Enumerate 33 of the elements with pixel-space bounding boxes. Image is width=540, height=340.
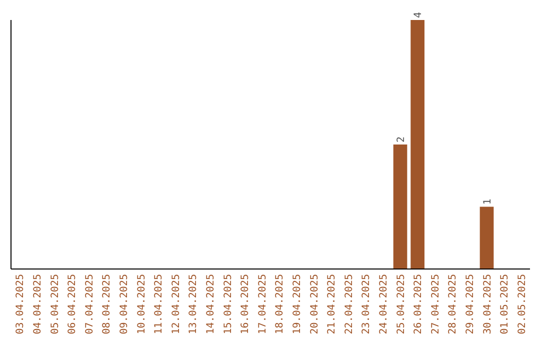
x-tick-label: 16.04.2025 <box>240 274 252 334</box>
data-label: 1 <box>482 198 494 205</box>
x-tick-label: 15.04.2025 <box>222 274 234 334</box>
x-tick-label: 30.04.2025 <box>482 274 494 334</box>
x-tick-label: 26.04.2025 <box>413 274 424 334</box>
x-tick-label: 22.04.2025 <box>344 274 355 334</box>
x-tick-label: 17.04.2025 <box>257 274 268 334</box>
x-tick-label: 10.04.2025 <box>136 274 148 334</box>
x-tick-label: 05.04.2025 <box>50 274 61 334</box>
x-tick-label: 25.04.2025 <box>396 274 407 334</box>
x-tick-label: 23.04.2025 <box>361 274 372 334</box>
x-tick-label: 20.04.2025 <box>309 274 320 334</box>
x-tick-label: 08.04.2025 <box>102 274 113 334</box>
x-tick-label: 27.04.2025 <box>430 274 442 334</box>
x-tick-label: 18.04.2025 <box>274 274 286 334</box>
data-label: 4 <box>413 12 424 18</box>
x-tick-label: 03.04.2025 <box>15 274 26 334</box>
x-tick-label: 06.04.2025 <box>67 274 78 334</box>
x-tick-label: 21.04.2025 <box>326 274 338 334</box>
x-tick-label: 19.04.2025 <box>292 274 303 334</box>
x-tick-label: 04.04.2025 <box>32 274 44 334</box>
x-tick-label: 07.04.2025 <box>84 274 96 334</box>
x-tick-label: 28.04.2025 <box>448 274 459 334</box>
x-tick-label: 29.04.2025 <box>464 274 476 334</box>
x-tick-label: 09.04.2025 <box>118 274 130 334</box>
x-tick-label: 11.04.2025 <box>154 274 165 334</box>
x-tick-label: 02.05.2025 <box>516 274 528 334</box>
data-label: 2 <box>396 136 407 142</box>
x-tick-label: 13.04.2025 <box>188 274 200 334</box>
x-tick-label: 12.04.2025 <box>170 274 182 334</box>
x-tick-label: 24.04.2025 <box>378 274 390 334</box>
x-tick-label: 14.04.2025 <box>205 274 216 334</box>
x-tick-label: 01.05.2025 <box>500 274 511 334</box>
